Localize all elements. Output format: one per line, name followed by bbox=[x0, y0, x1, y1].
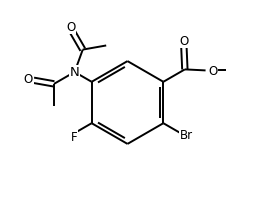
Text: O: O bbox=[207, 65, 216, 77]
Text: Br: Br bbox=[179, 128, 192, 141]
Text: O: O bbox=[24, 73, 33, 86]
Text: O: O bbox=[179, 35, 188, 48]
Text: O: O bbox=[66, 21, 75, 34]
Text: N: N bbox=[69, 66, 79, 79]
Text: F: F bbox=[71, 130, 77, 143]
